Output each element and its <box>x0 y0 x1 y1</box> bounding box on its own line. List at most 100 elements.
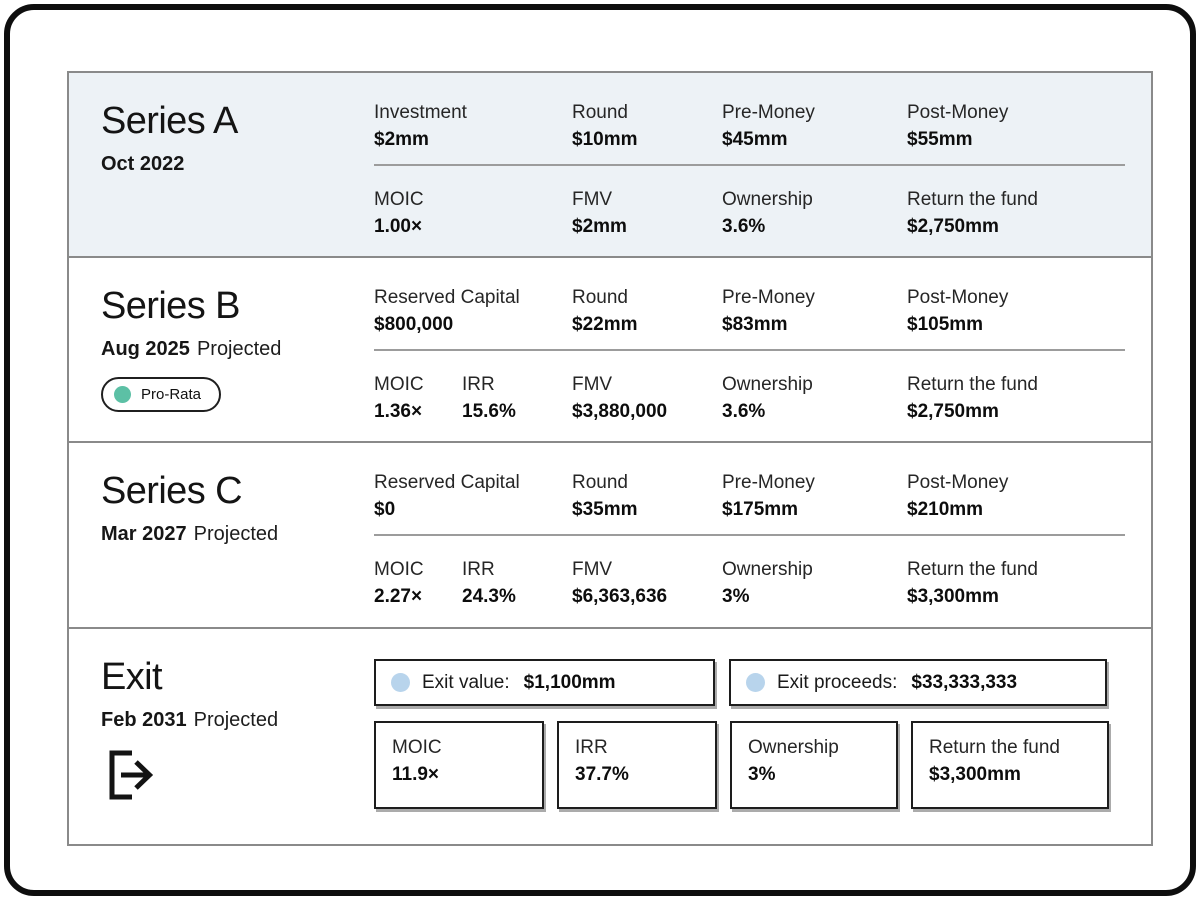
metric-value: 24.3% <box>462 586 516 607</box>
exit-metrics: Exit value: $1,100mm Exit proceeds: $33,… <box>374 629 1151 844</box>
metric-value: $83mm <box>722 314 788 335</box>
exit-proceeds-box[interactable]: Exit proceeds: $33,333,333 <box>729 659 1107 706</box>
exit-value-dot-icon <box>391 673 410 692</box>
metric-return-the-fund: Return the fund $2,750mm <box>907 188 1125 239</box>
exit-return-the-fund-box: Return the fund $3,300mm <box>911 721 1109 809</box>
series-a-dateline: Oct 2022 <box>101 153 374 176</box>
metric-investment: Investment $2mm <box>374 101 572 152</box>
metric-label: Reserved Capital <box>374 472 520 493</box>
metric-label: Pre-Money <box>722 102 815 123</box>
series-b-metrics: Reserved Capital $800,000 Round $22mm Pr… <box>374 258 1151 441</box>
exit-dateline: Feb 2031 Projected <box>101 709 374 732</box>
series-b-metrics-bottom: MOIC 1.36× IRR 15.6% FMV $3,880,000 <box>374 373 1125 424</box>
metric-label: FMV <box>572 559 613 580</box>
series-b-title: Series B <box>101 285 240 327</box>
metric-label: IRR <box>462 374 495 395</box>
metric-pre-money: Pre-Money $83mm <box>722 286 907 337</box>
metric-label: Ownership <box>722 559 813 580</box>
metric-moic: MOIC 1.00× <box>374 188 572 239</box>
series-a-date: Oct 2022 <box>101 152 185 175</box>
metric-value: 2.27× <box>374 586 423 607</box>
metric-post-money: Post-Money $105mm <box>907 286 1125 337</box>
metric-label: Investment <box>374 102 467 123</box>
metric-moic-irr-group: MOIC 1.36× IRR 15.6% <box>374 373 572 424</box>
series-b-header: Series B Aug 2025 Projected Pro-Rata <box>69 258 374 441</box>
metric-value: 1.00× <box>374 216 423 237</box>
metric-label: Ownership <box>722 374 813 395</box>
metric-fmv: FMV $3,880,000 <box>572 373 722 424</box>
metric-value: 1.36× <box>374 401 423 422</box>
window-frame: Series A Oct 2022 Investment $2mm Round … <box>4 4 1196 896</box>
metric-value: 3.6% <box>722 216 766 237</box>
metric-label: MOIC <box>374 189 424 210</box>
metric-value: $2,750mm <box>907 216 999 237</box>
metric-value: 11.9× <box>392 764 440 785</box>
metric-fmv: FMV $2mm <box>572 188 722 239</box>
series-c-header: Series C Mar 2027 Projected <box>69 443 374 627</box>
metric-round: Round $35mm <box>572 471 722 522</box>
metrics-divider <box>374 164 1125 166</box>
exit-value-amount: $1,100mm <box>523 671 616 693</box>
metric-label: Post-Money <box>907 287 1009 308</box>
exit-proceeds-amount: $33,333,333 <box>911 671 1018 693</box>
metrics-divider <box>374 349 1125 351</box>
series-c-dateline: Mar 2027 Projected <box>101 523 374 546</box>
series-a-metrics: Investment $2mm Round $10mm Pre-Money $4… <box>374 73 1151 256</box>
pro-rata-dot-icon <box>114 385 131 403</box>
metric-value: 3% <box>748 764 776 785</box>
metric-value: $6,363,636 <box>572 586 668 607</box>
metric-moic-irr-group: MOIC 2.27× IRR 24.3% <box>374 558 572 609</box>
metric-irr: IRR 24.3% <box>462 558 516 609</box>
metric-label: Reserved Capital <box>374 287 520 308</box>
series-b-row[interactable]: Series B Aug 2025 Projected Pro-Rata Res… <box>69 256 1151 441</box>
metric-label: MOIC <box>374 559 424 580</box>
pro-rata-badge-label: Pro-Rata <box>141 385 202 403</box>
series-a-metrics-bottom: MOIC 1.00× FMV $2mm Ownership 3.6% Ret <box>374 188 1125 239</box>
metric-label: MOIC <box>374 374 424 395</box>
exit-value-label: Exit value: <box>422 671 510 693</box>
metric-reserved-capital: Reserved Capital $800,000 <box>374 286 572 337</box>
metric-value: $3,300mm <box>907 586 999 607</box>
metric-return-the-fund: Return the fund $2,750mm <box>907 373 1125 424</box>
metric-reserved-capital: Reserved Capital $0 <box>374 471 572 522</box>
metric-label: Round <box>572 472 628 493</box>
series-b-projected-label: Projected <box>196 337 282 360</box>
exit-irr-box: IRR 37.7% <box>557 721 717 809</box>
metric-value: $0 <box>374 499 396 520</box>
metric-value: $2mm <box>572 216 627 237</box>
metric-label: IRR <box>575 737 608 758</box>
exit-row[interactable]: Exit Feb 2031 Projected <box>69 627 1151 844</box>
exit-projected-label: Projected <box>193 708 279 731</box>
metric-label: Post-Money <box>907 102 1009 123</box>
metric-value: $10mm <box>572 129 638 150</box>
metric-value: 3.6% <box>722 401 766 422</box>
metric-value: $175mm <box>722 499 799 520</box>
metric-round: Round $22mm <box>572 286 722 337</box>
series-b-metrics-top: Reserved Capital $800,000 Round $22mm Pr… <box>374 286 1125 337</box>
series-c-row[interactable]: Series C Mar 2027 Projected Reserved Cap… <box>69 441 1151 627</box>
metric-return-the-fund: Return the fund $3,300mm <box>907 558 1125 609</box>
metric-value: $35mm <box>572 499 638 520</box>
metric-label: Round <box>572 102 628 123</box>
metric-value: $3,880,000 <box>572 401 668 422</box>
metric-moic: MOIC 2.27× <box>374 558 462 609</box>
exit-arrow-icon <box>101 746 374 809</box>
rounds-card: Series A Oct 2022 Investment $2mm Round … <box>67 71 1153 846</box>
metric-value: 37.7% <box>575 764 629 785</box>
pro-rata-badge[interactable]: Pro-Rata <box>101 376 222 412</box>
metric-ownership: Ownership 3% <box>722 558 907 609</box>
metric-value: $2,750mm <box>907 401 999 422</box>
metric-label: Ownership <box>748 737 839 758</box>
metric-label: Pre-Money <box>722 287 815 308</box>
series-a-header: Series A Oct 2022 <box>69 73 374 256</box>
metric-value: $800,000 <box>374 314 454 335</box>
exit-proceeds-label: Exit proceeds: <box>777 671 898 693</box>
exit-value-box[interactable]: Exit value: $1,100mm <box>374 659 715 706</box>
metric-label: MOIC <box>392 737 442 758</box>
metric-label: Post-Money <box>907 472 1009 493</box>
metric-pre-money: Pre-Money $45mm <box>722 101 907 152</box>
series-a-row[interactable]: Series A Oct 2022 Investment $2mm Round … <box>69 73 1151 256</box>
metric-value: $105mm <box>907 314 984 335</box>
metric-value: $3,300mm <box>929 764 1021 785</box>
